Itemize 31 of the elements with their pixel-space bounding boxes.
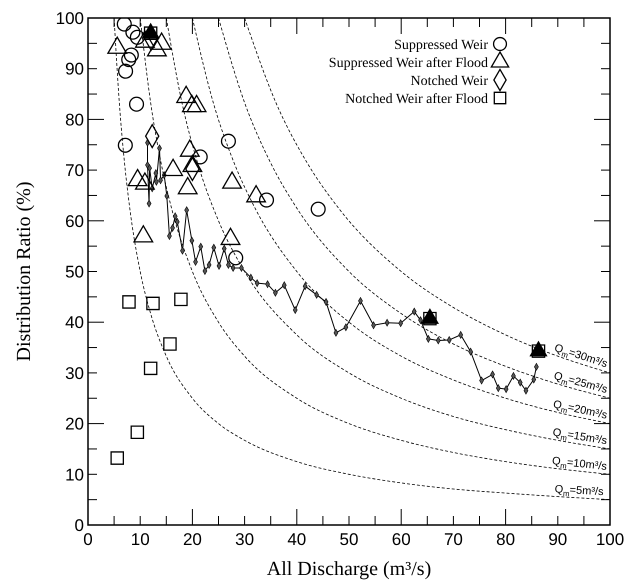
x-tick-label: 70	[444, 530, 463, 549]
y-axis-title: Distribution Ratio (%)	[13, 182, 35, 362]
legend-label: Notched Weir after Flood	[345, 92, 488, 107]
x-tick-label: 30	[235, 530, 254, 549]
y-tick-label: 30	[65, 364, 84, 383]
y-tick-label: 60	[65, 212, 84, 231]
x-tick-label: 50	[340, 530, 358, 549]
y-tick-label: 40	[65, 313, 84, 332]
x-axis-title: All Discharge (m³/s)	[266, 558, 432, 580]
x-tick-label: 60	[392, 530, 411, 549]
y-tick-label: 100	[56, 9, 84, 28]
x-tick-label: 80	[496, 530, 516, 549]
x-tick-label: 100	[596, 530, 624, 549]
annotation: Q$_{m}$=10m³/s	[551, 455, 608, 473]
annotation: Q$_{m}$=15m³/s	[552, 426, 608, 448]
x-tick-label: 40	[287, 530, 306, 549]
legend-label: Suppressed Weir	[394, 38, 488, 53]
x-tick-label: 20	[182, 530, 202, 549]
legend-label: Notched Weir	[410, 74, 488, 89]
y-tick-label: 0	[74, 516, 84, 535]
y-tick-label: 80	[65, 110, 84, 130]
y-tick-label: 10	[65, 465, 84, 484]
x-tick-label: 90	[548, 530, 568, 549]
y-tick-label: 20	[65, 414, 84, 434]
x-tick-label: 10	[130, 530, 150, 549]
y-tick-label: 70	[65, 161, 84, 180]
y-tick-label: 90	[65, 60, 84, 79]
legend-label: Suppressed Weir after Flood	[328, 56, 488, 71]
annotation: Q$_{m}$=20m³/s	[552, 398, 609, 422]
y-tick-label: 50	[65, 262, 84, 282]
annotation: Q$_{m}$=5m³/s	[554, 483, 604, 498]
